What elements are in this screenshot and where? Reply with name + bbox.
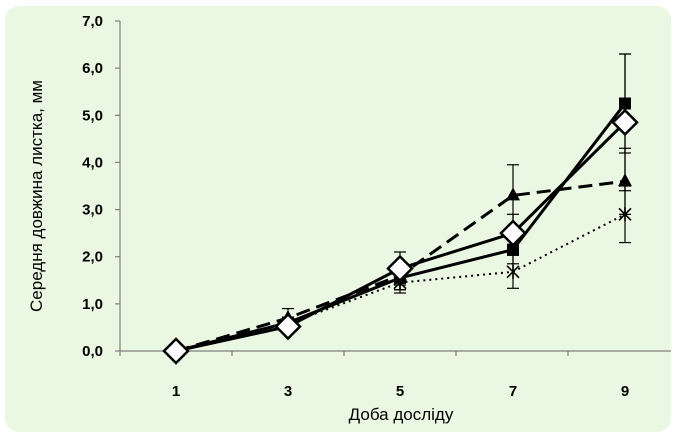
y-tick-label: 6,0: [82, 60, 103, 77]
y-tick-label: 0,0: [82, 343, 103, 360]
x-tick-label: 1: [172, 383, 180, 400]
x-tick-label: 5: [396, 383, 404, 400]
y-tick-label: 5,0: [82, 107, 103, 124]
y-tick-label: 3,0: [82, 202, 103, 219]
x-axis-title: Доба досліду: [349, 405, 454, 424]
x-tick-label: 9: [621, 383, 629, 400]
series-4: [164, 54, 637, 363]
x-tick-label: 3: [284, 383, 292, 400]
series-1: [170, 54, 631, 357]
y-tick-label: 7,0: [82, 13, 103, 30]
series-line: [176, 104, 625, 352]
y-tick-label: 1,0: [82, 296, 103, 313]
y-tick-label: 2,0: [82, 249, 103, 266]
y-axis-title: Середня довжина листка, мм: [27, 80, 46, 312]
y-tick-label: 4,0: [82, 154, 103, 171]
series-line: [176, 122, 625, 351]
diamond-marker: [164, 339, 188, 363]
x-tick-label: 7: [509, 383, 517, 400]
